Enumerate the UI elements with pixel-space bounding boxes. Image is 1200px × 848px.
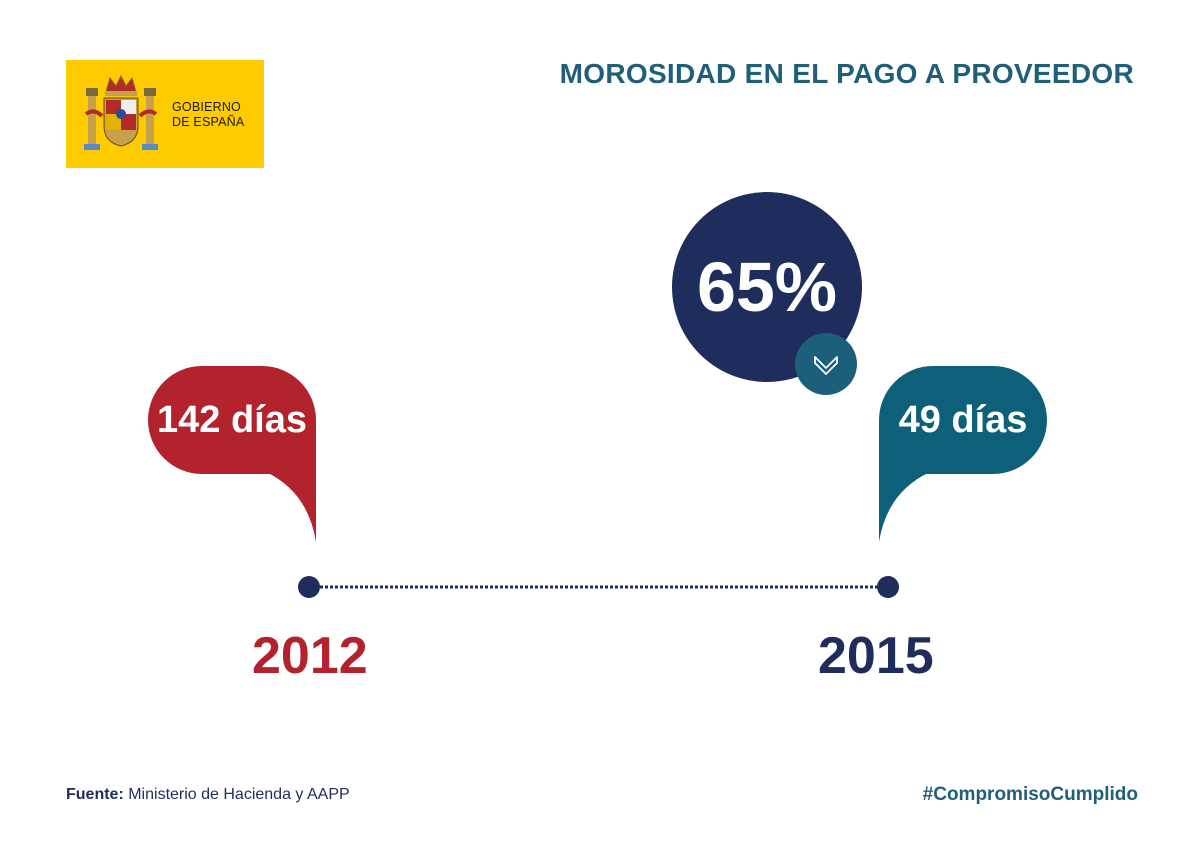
value-label-2012: 142 días [157, 398, 307, 441]
source-label: Fuente: [66, 786, 124, 803]
source-note: Fuente: Ministerio de Hacienda y AAPP [66, 786, 350, 804]
timeline-point-2015 [877, 576, 899, 598]
down-badge [795, 333, 857, 395]
source-text: Ministerio de Hacienda y AAPP [123, 786, 350, 803]
gobierno-logo: GOBIERNO DE ESPAÑA [66, 60, 264, 168]
timeline-point-2012 [298, 576, 320, 598]
page-title: MOROSIDAD EN EL PAGO A PROVEEDOR [559, 58, 1134, 89]
logo-text: GOBIERNO DE ESPAÑA [172, 100, 244, 130]
logo-line-1: GOBIERNO [172, 100, 241, 114]
change-label: 65% [696, 248, 838, 326]
bubble-tail-2015 [879, 472, 930, 542]
coat-of-arms-icon [84, 74, 158, 150]
value-bubble-2012: 142 días [148, 366, 316, 474]
logo-line-2: DE ESPAÑA [172, 115, 245, 129]
year-label-2012: 2012 [252, 627, 368, 685]
value-bubble-2015: 49 días [879, 366, 1047, 474]
hashtag: #CompromisoCumplido [922, 784, 1138, 805]
year-label-2015: 2015 [818, 627, 934, 685]
chevron-down-icon [814, 356, 838, 375]
value-label-2015: 49 días [898, 398, 1028, 441]
bubble-tail-2012 [266, 472, 316, 542]
